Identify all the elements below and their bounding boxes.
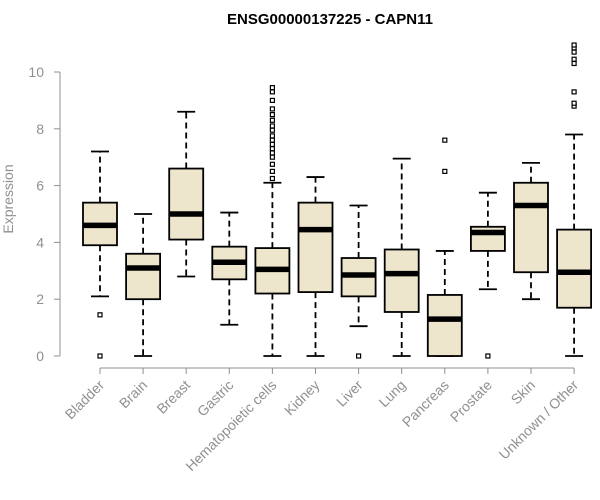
x-tick-label: Kidney: [281, 377, 323, 419]
box-group-hematopoietic-cells: [254, 85, 291, 357]
outlier-point: [571, 49, 577, 55]
box-group-pancreas: [426, 137, 463, 357]
box-group-breast: [168, 110, 205, 278]
x-tick-label: Brain: [116, 377, 150, 411]
box-group-unknown-other: [556, 42, 592, 357]
x-tick-label: Unknown / Other: [496, 377, 582, 463]
outlier-point: [269, 123, 275, 129]
outlier-point: [269, 89, 275, 95]
iqr-box: [297, 201, 334, 293]
outlier-point: [269, 106, 275, 112]
outlier-point: [269, 137, 275, 143]
iqr-box: [513, 181, 549, 274]
x-tick-label: Bladder: [62, 377, 108, 423]
box-group-skin: [513, 161, 549, 301]
x-tick-label: Pancreas: [399, 377, 452, 430]
iqr-box: [383, 248, 420, 313]
x-tick-label: Skin: [508, 377, 539, 408]
outlier-point: [269, 97, 275, 104]
outlier-point: [571, 42, 577, 48]
outlier-point: [269, 150, 275, 156]
outlier-point: [269, 161, 275, 167]
outlier-point: [97, 353, 103, 359]
outlier-point: [571, 100, 577, 106]
iqr-box: [556, 228, 592, 309]
outlier-point: [269, 168, 275, 174]
box-group-prostate: [469, 191, 506, 359]
y-tick-label: 4: [36, 234, 44, 250]
x-tick-label: Prostate: [447, 377, 495, 425]
outlier-point: [269, 111, 275, 118]
x-tick-label: Gastric: [194, 377, 237, 420]
outlier-point: [485, 353, 491, 359]
x-tick-label: Lung: [375, 377, 408, 410]
chart-title: ENSG00000137225 - CAPN11: [227, 11, 433, 28]
outlier-point: [571, 56, 577, 62]
y-tick-label: 6: [36, 178, 44, 194]
y-tick-label: 0: [36, 348, 44, 364]
plot-area: [82, 42, 592, 359]
outlier-point: [269, 146, 275, 152]
x-tick-label: Liver: [333, 377, 366, 410]
y-tick-label: 10: [28, 64, 44, 80]
box-group-gastric: [211, 211, 248, 326]
outlier-point: [356, 353, 362, 359]
iqr-box: [168, 167, 205, 241]
outlier-point: [269, 117, 275, 123]
outlier-point: [571, 60, 577, 67]
outlier-point: [571, 89, 577, 95]
y-tick-label: 8: [36, 121, 44, 137]
iqr-box: [125, 252, 161, 301]
iqr-box: [426, 294, 463, 357]
box-group-brain: [125, 213, 161, 357]
box-group-kidney: [297, 176, 334, 357]
outlier-point: [269, 127, 275, 133]
outlier-point: [269, 175, 275, 182]
box-group-liver: [340, 204, 377, 359]
outlier-point: [97, 312, 103, 318]
y-axis: 0 2 4 6 8 10: [28, 64, 61, 364]
y-axis-label: Expression: [0, 164, 16, 233]
y-tick-label: 2: [36, 291, 44, 307]
outlier-point: [269, 85, 275, 91]
outlier-point: [269, 133, 275, 139]
outlier-point: [442, 168, 448, 174]
x-tick-label: Breast: [153, 377, 193, 417]
outlier-point: [269, 141, 275, 148]
box-group-bladder: [82, 150, 118, 359]
outlier-point: [442, 137, 448, 143]
outlier-point: [269, 154, 275, 160]
box-group-lung: [383, 157, 420, 357]
